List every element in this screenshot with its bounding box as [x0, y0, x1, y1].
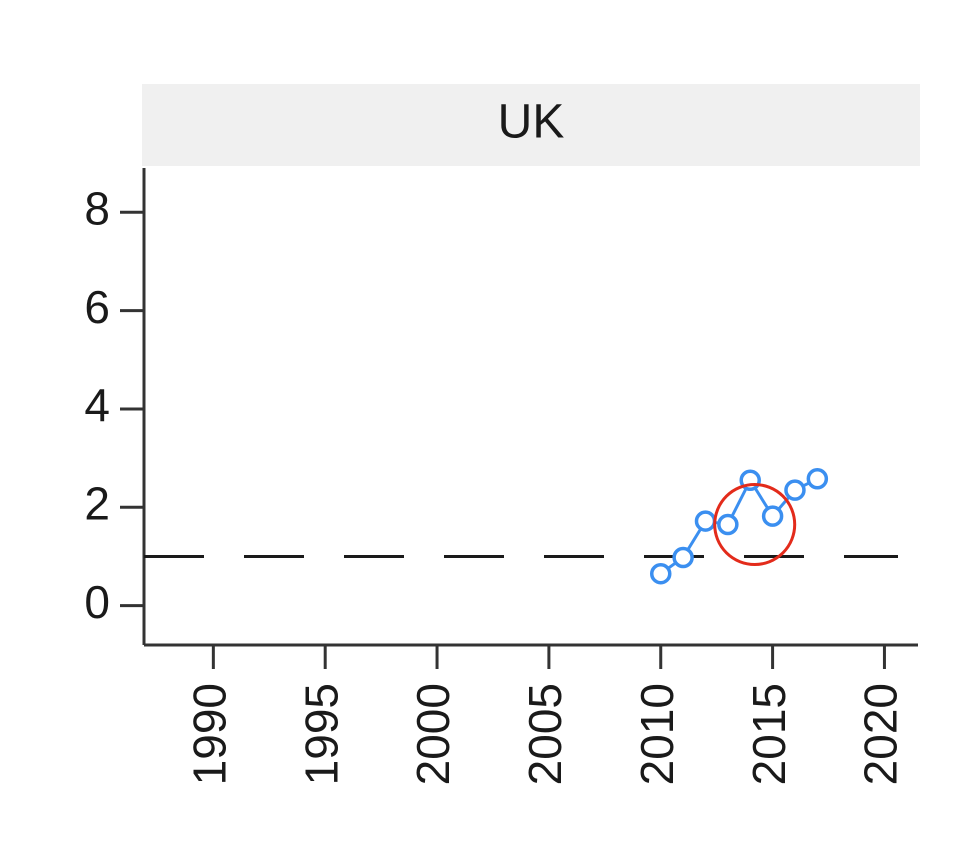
y-tick-label: 6: [84, 281, 110, 333]
x-tick-label: 1990: [184, 683, 236, 785]
facet-strip: [142, 84, 920, 166]
highlight-circle: [713, 483, 797, 567]
facet-strip-label: UK: [498, 96, 565, 149]
x-tick-label: 2010: [631, 683, 683, 785]
data-point: [761, 505, 784, 527]
y-tick-label: 2: [84, 477, 110, 529]
x-tick-label: 2005: [519, 683, 571, 785]
plot-area: 0 2 4 6 8 1990 1995 2000 2005 2010 2015 2020: [84, 168, 918, 785]
x-tick-label: 1995: [295, 683, 347, 785]
data-point: [784, 479, 806, 501]
x-axis-ticks: 1990 1995 2000 2005 2010 2015 2020: [184, 645, 907, 785]
y-tick-label: 8: [84, 182, 110, 234]
y-tick-label: 0: [84, 576, 110, 628]
y-axis-ticks: 0 2 4 6 8: [84, 182, 144, 628]
data-point: [672, 546, 694, 569]
series-layer: [649, 468, 829, 585]
y-tick-label: 4: [84, 379, 110, 431]
data-point: [649, 562, 672, 585]
data-point: [694, 510, 717, 532]
x-tick-label: 2000: [407, 683, 459, 785]
x-tick-label: 2015: [743, 683, 795, 785]
data-point: [806, 468, 829, 490]
annotation-layer: [713, 483, 797, 567]
data-point: [717, 513, 739, 536]
x-tick-label: 2020: [855, 683, 907, 785]
